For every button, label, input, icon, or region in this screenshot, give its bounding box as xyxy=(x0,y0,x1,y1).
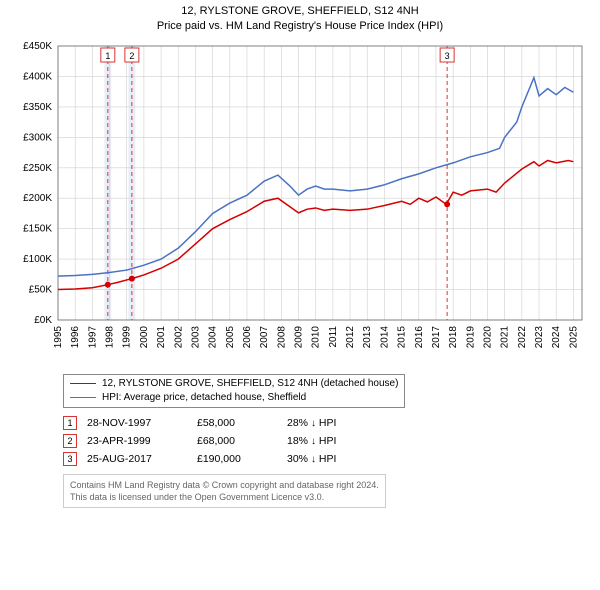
footer-line2: This data is licensed under the Open Gov… xyxy=(70,491,379,503)
x-tick-label: 2023 xyxy=(534,325,545,348)
event-badge: 1 xyxy=(105,51,110,61)
event-badge: 2 xyxy=(129,51,134,61)
x-tick-label: 2008 xyxy=(276,325,287,348)
event-delta: 28% ↓ HPI xyxy=(287,414,346,432)
x-tick-label: 2019 xyxy=(465,325,476,348)
legend-swatch xyxy=(70,397,96,398)
y-tick-label: £100K xyxy=(23,254,52,265)
event-delta: 30% ↓ HPI xyxy=(287,450,346,468)
x-tick-label: 2009 xyxy=(294,325,305,348)
event-date: 23-APR-1999 xyxy=(87,432,197,450)
footer-attribution: Contains HM Land Registry data © Crown c… xyxy=(63,474,386,508)
event-row: 3 25-AUG-2017£190,00030% ↓ HPI xyxy=(63,450,346,468)
x-tick-label: 2024 xyxy=(551,325,562,348)
x-tick-label: 2002 xyxy=(173,325,184,348)
event-price: £68,000 xyxy=(197,432,287,450)
x-tick-label: 2006 xyxy=(242,325,253,348)
transaction-dot xyxy=(444,201,450,207)
event-row: 1 28-NOV-1997£58,00028% ↓ HPI xyxy=(63,414,346,432)
x-tick-label: 2011 xyxy=(328,325,339,347)
x-tick-label: 1996 xyxy=(70,325,81,348)
event-row-badge: 2 xyxy=(63,434,77,448)
event-row-badge: 1 xyxy=(63,416,77,430)
y-tick-label: £450K xyxy=(23,41,52,52)
y-tick-label: £50K xyxy=(29,284,53,295)
y-tick-label: £350K xyxy=(23,102,52,113)
x-tick-label: 2003 xyxy=(190,325,201,348)
down-arrow-icon: ↓ xyxy=(311,436,316,447)
x-tick-label: 2025 xyxy=(568,325,579,348)
x-tick-label: 2013 xyxy=(362,325,373,348)
legend-item: 12, RYLSTONE GROVE, SHEFFIELD, S12 4NH (… xyxy=(70,377,398,391)
down-arrow-icon: ↓ xyxy=(311,454,316,465)
x-tick-label: 2020 xyxy=(483,325,494,348)
x-tick-label: 1997 xyxy=(87,325,98,348)
x-tick-label: 2021 xyxy=(500,325,511,348)
x-tick-label: 2005 xyxy=(225,325,236,348)
x-tick-label: 2004 xyxy=(208,325,219,348)
legend-box: 12, RYLSTONE GROVE, SHEFFIELD, S12 4NH (… xyxy=(63,374,405,408)
y-tick-label: £300K xyxy=(23,132,52,143)
y-tick-label: £400K xyxy=(23,71,52,82)
event-date: 25-AUG-2017 xyxy=(87,450,197,468)
event-delta: 18% ↓ HPI xyxy=(287,432,346,450)
x-tick-label: 2010 xyxy=(311,325,322,348)
event-price: £58,000 xyxy=(197,414,287,432)
event-date: 28-NOV-1997 xyxy=(87,414,197,432)
legend-swatch xyxy=(70,383,96,384)
y-tick-label: £0K xyxy=(34,315,52,326)
chart-title-line2: Price paid vs. HM Land Registry's House … xyxy=(8,19,592,34)
x-tick-label: 2014 xyxy=(379,325,390,348)
x-tick-label: 2001 xyxy=(156,325,167,348)
x-tick-label: 2000 xyxy=(139,325,150,348)
transaction-dot xyxy=(129,275,135,281)
x-tick-label: 1999 xyxy=(122,325,133,348)
x-tick-label: 2015 xyxy=(397,325,408,348)
price-chart: £0K £50K £100K £150K £200K £250K £300K £350K £40… xyxy=(8,38,592,368)
chart-title-line1: 12, RYLSTONE GROVE, SHEFFIELD, S12 4NH xyxy=(8,4,592,19)
chart-title-block: 12, RYLSTONE GROVE, SHEFFIELD, S12 4NH P… xyxy=(8,4,592,34)
x-tick-label: 1998 xyxy=(105,325,116,348)
x-tick-label: 2012 xyxy=(345,325,356,348)
legend-label: 12, RYLSTONE GROVE, SHEFFIELD, S12 4NH (… xyxy=(102,377,398,391)
footer-line1: Contains HM Land Registry data © Crown c… xyxy=(70,479,379,491)
x-tick-label: 2017 xyxy=(431,325,442,348)
x-tick-label: 2007 xyxy=(259,325,270,348)
x-tick-label: 2016 xyxy=(414,325,425,348)
event-price: £190,000 xyxy=(197,450,287,468)
event-badge: 3 xyxy=(445,51,450,61)
chart-svg: £0K £50K £100K £150K £200K £250K £300K £350K £40… xyxy=(8,38,592,368)
down-arrow-icon: ↓ xyxy=(311,418,316,429)
legend-item: HPI: Average price, detached house, Shef… xyxy=(70,391,398,405)
legend-label: HPI: Average price, detached house, Shef… xyxy=(102,391,306,405)
event-row: 2 23-APR-1999£68,00018% ↓ HPI xyxy=(63,432,346,450)
y-tick-label: £200K xyxy=(23,193,52,204)
event-row-badge: 3 xyxy=(63,452,77,466)
transaction-dot xyxy=(105,281,111,287)
x-tick-label: 2018 xyxy=(448,325,459,348)
x-tick-label: 2022 xyxy=(517,325,528,348)
transaction-events-table: 1 28-NOV-1997£58,00028% ↓ HPI 2 23-APR-1999… xyxy=(63,414,592,468)
x-tick-label: 1995 xyxy=(53,325,64,348)
y-tick-label: £150K xyxy=(23,223,52,234)
y-tick-label: £250K xyxy=(23,162,52,173)
